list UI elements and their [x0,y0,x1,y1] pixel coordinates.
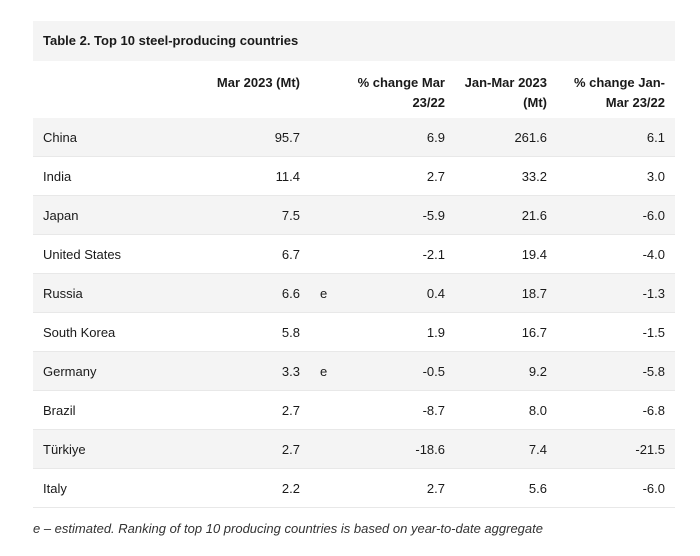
estimate-flag: e [320,364,328,379]
change-mar-value: -2.1 [422,247,445,262]
change-mar-value: 2.7 [426,169,445,184]
country-name: India [43,169,72,184]
country-name: Brazil [43,403,76,418]
mar-value: 6.6 [281,286,300,301]
header-jan-mar-2023: Jan-Mar 2023 (Mt) [465,73,547,113]
header-change-mar: % change Mar 23/22 [358,73,445,113]
header-change-ytd-line2: Mar 23/22 [605,95,665,110]
country-name: United States [43,247,122,262]
header-jan-mar-line1: Jan-Mar 2023 [464,75,547,90]
ytd-value: 16.7 [521,325,547,340]
country-name: China [43,130,77,145]
ytd-value: 261.6 [514,130,547,145]
mar-value: 3.3 [281,364,300,379]
table-row: Russia 6.6 e 0.4 18.7 -1.3 [33,274,675,313]
change-mar-value: -8.7 [422,403,445,418]
country-name: Italy [43,481,67,496]
change-mar-value: -0.5 [422,364,445,379]
change-ytd-value: -5.8 [642,364,665,379]
ytd-value: 8.0 [528,403,547,418]
change-ytd-value: 3.0 [646,169,665,184]
header-change-ytd-line1: % change Jan- [573,75,665,90]
ytd-value: 7.4 [528,442,547,457]
change-ytd-value: -1.3 [642,286,665,301]
ytd-value: 33.2 [521,169,547,184]
country-name: Germany [43,364,97,379]
mar-value: 5.8 [281,325,300,340]
table-row: India 11.4 2.7 33.2 3.0 [33,157,675,196]
table-header: Mar 2023 (Mt) % change Mar 23/22 Jan-Mar… [33,61,675,119]
change-mar-value: 1.9 [426,325,445,340]
table-row: Italy 2.2 2.7 5.6 -6.0 [33,469,675,508]
change-ytd-value: -1.5 [642,325,665,340]
mar-value: 2.7 [281,442,300,457]
ytd-value: 19.4 [521,247,547,262]
change-ytd-value: -4.0 [642,247,665,262]
country-name: Japan [43,208,79,223]
country-name: Türkiye [43,442,86,457]
table-row: Brazil 2.7 -8.7 8.0 -6.8 [33,391,675,430]
footnote: e – estimated. Ranking of top 10 produci… [33,521,543,536]
mar-value: 11.4 [275,169,300,184]
change-mar-value: 6.9 [426,130,445,145]
country-name: Russia [43,286,83,301]
change-mar-value: 0.4 [426,286,445,301]
header-change-mar-line2: 23/22 [412,95,445,110]
mar-value: 2.2 [281,481,300,496]
ytd-value: 18.7 [521,286,547,301]
change-ytd-value: 6.1 [646,130,665,145]
ytd-value: 5.6 [528,481,547,496]
table-row: Türkiye 2.7 -18.6 7.4 -21.5 [33,430,675,469]
table-row: United States 6.7 -2.1 19.4 -4.0 [33,235,675,274]
change-ytd-value: -6.0 [642,481,665,496]
change-ytd-value: -6.8 [642,403,665,418]
table-row: China 95.7 6.9 261.6 6.1 [33,118,675,157]
mar-value: 95.7 [274,130,300,145]
header-jan-mar-line2: (Mt) [523,95,547,110]
ytd-value: 21.6 [521,208,547,223]
change-mar-value: -18.6 [415,442,445,457]
table-row: South Korea 5.8 1.9 16.7 -1.5 [33,313,675,352]
table-title: Table 2. Top 10 steel-producing countrie… [33,21,675,61]
estimate-flag: e [320,286,328,301]
change-mar-value: 2.7 [426,481,445,496]
mar-value: 7.5 [281,208,300,223]
header-mar-2023: Mar 2023 (Mt) [216,75,300,90]
change-ytd-value: -6.0 [642,208,665,223]
mar-value: 2.7 [281,403,300,418]
table-row: Germany 3.3 e -0.5 9.2 -5.8 [33,352,675,391]
ytd-value: 9.2 [528,364,547,379]
change-ytd-value: -21.5 [635,442,665,457]
table-row: Japan 7.5 -5.9 21.6 -6.0 [33,196,675,235]
change-mar-value: -5.9 [422,208,445,223]
header-change-mar-line1: % change Mar [357,75,445,90]
mar-value: 6.7 [281,247,300,262]
header-change-ytd: % change Jan- Mar 23/22 [574,73,665,113]
country-name: South Korea [43,325,116,340]
